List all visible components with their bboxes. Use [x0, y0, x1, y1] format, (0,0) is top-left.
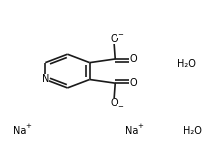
Text: +: + [25, 123, 31, 129]
Text: +: + [138, 123, 144, 129]
Text: O: O [130, 54, 137, 64]
Text: O: O [110, 98, 118, 108]
Text: O: O [110, 34, 118, 44]
Text: O: O [130, 78, 137, 88]
Text: H₂O: H₂O [177, 59, 195, 69]
Text: N: N [42, 74, 49, 85]
Text: Na: Na [125, 126, 139, 136]
Text: Na: Na [13, 126, 26, 136]
Text: −: − [117, 104, 123, 110]
Text: H₂O: H₂O [183, 126, 202, 136]
Text: −: − [117, 32, 123, 38]
